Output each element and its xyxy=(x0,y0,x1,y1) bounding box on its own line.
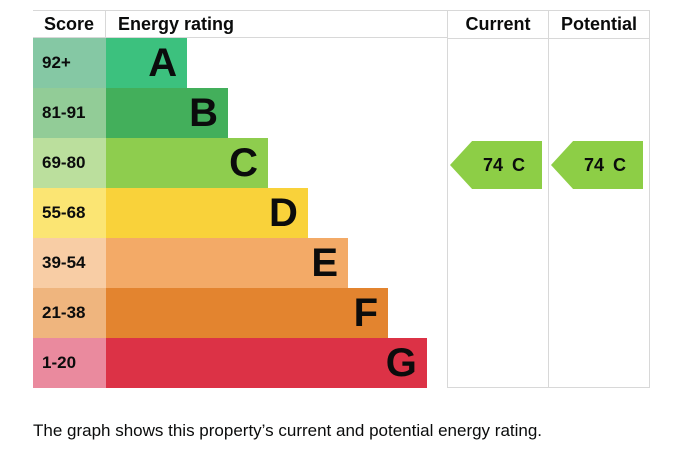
potential-column: Potential 74 C xyxy=(548,10,650,388)
band-bar-cell-C: C xyxy=(106,138,447,188)
header-potential: Potential xyxy=(549,11,649,39)
band-bar-B: B xyxy=(106,88,229,138)
energy-band-row-G: 1-20 G xyxy=(33,338,447,388)
energy-band-row-A: 92+ A xyxy=(33,38,447,88)
band-letter-A: A xyxy=(148,41,178,85)
energy-band-row-D: 55-68 D xyxy=(33,188,447,238)
header-current: Current xyxy=(448,11,548,39)
band-bar-cell-G: G xyxy=(106,338,447,388)
caption: The graph shows this property’s current … xyxy=(33,421,543,440)
current-rating-letter: C xyxy=(512,154,526,175)
table-header-left: Score Energy rating xyxy=(33,10,447,38)
band-letter-C: C xyxy=(229,141,258,185)
potential-rating-value: 74 xyxy=(583,154,605,175)
band-letter-F: F xyxy=(353,291,378,335)
score-range-A: 92+ xyxy=(33,38,106,88)
band-bar-D: D xyxy=(106,188,308,238)
energy-band-row-E: 39-54 E xyxy=(33,238,447,288)
band-bar-F: F xyxy=(106,288,388,338)
score-range-B: 81-91 xyxy=(33,88,106,138)
band-bar-cell-D: D xyxy=(106,188,447,238)
energy-band-row-F: 21-38 F xyxy=(33,288,447,338)
current-rating-value: 74 xyxy=(482,154,504,175)
band-bar-cell-B: B xyxy=(106,88,447,138)
band-bar-cell-E: E xyxy=(106,238,447,288)
energy-band-row-B: 81-91 B xyxy=(33,88,447,138)
band-bar-cell-A: A xyxy=(106,38,447,88)
band-bar-G: G xyxy=(106,338,427,388)
band-letter-B: B xyxy=(189,91,219,135)
band-bar-A: A xyxy=(106,38,188,88)
band-letter-G: G xyxy=(385,341,417,385)
energy-band-rows: 92+ A 81-91 B 69-80 C 55-68 D 39-54 E 21-38 F 1-20 G xyxy=(33,38,447,388)
score-range-D: 55-68 xyxy=(33,188,106,238)
score-range-F: 21-38 xyxy=(33,288,106,338)
band-letter-D: D xyxy=(268,191,298,235)
current-rating-arrow: 74 C xyxy=(450,141,542,189)
score-range-G: 1-20 xyxy=(33,338,106,388)
band-bar-E: E xyxy=(106,238,349,288)
band-bar-cell-F: F xyxy=(106,288,447,338)
energy-band-row-C: 69-80 C xyxy=(33,138,447,188)
header-energy-rating: Energy rating xyxy=(118,13,235,34)
score-range-C: 69-80 xyxy=(33,138,106,188)
band-bar-C: C xyxy=(106,138,268,188)
potential-rating-letter: C xyxy=(613,154,627,175)
potential-rating-arrow: 74 C xyxy=(551,141,643,189)
score-range-E: 39-54 xyxy=(33,238,106,288)
epc-table: Score Energy rating 92+ A 81-91 B 69-80 C 55-6… xyxy=(33,10,650,388)
band-letter-E: E xyxy=(311,241,339,285)
current-column: Current 74 C xyxy=(447,10,548,388)
header-score: Score xyxy=(33,11,106,37)
